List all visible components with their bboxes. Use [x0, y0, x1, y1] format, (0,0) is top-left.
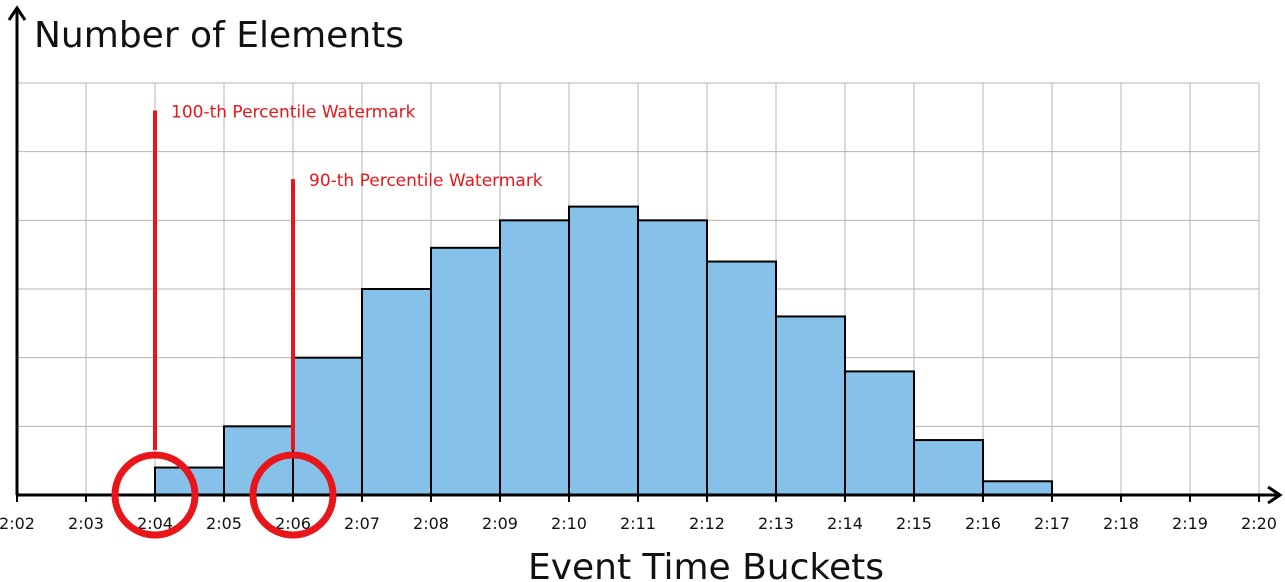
histogram-bar-210: [568, 205, 639, 496]
x-tick-label: 2:05: [206, 514, 242, 533]
x-tick-label: 2:09: [482, 514, 518, 533]
axes: [7, 5, 1283, 505]
histogram-bar-212: [706, 260, 777, 496]
histogram-bar-205: [223, 425, 294, 497]
x-tick-label: 2:17: [1034, 514, 1070, 533]
x-tick-label: 2:10: [551, 514, 587, 533]
histogram-bar-209: [499, 219, 570, 496]
histogram-bar-208: [430, 246, 501, 496]
histogram-bar-207: [361, 288, 432, 496]
watermark-annotations: 100-th Percentile Watermark 90-th Percent…: [111, 102, 543, 539]
histogram-bar-213: [775, 315, 846, 497]
x-tick-labels: 2:02 2:03 2:04 2:05 2:06 2:07 2:08 2:09 2:10 2:11…: [0, 495, 1277, 533]
histogram-bar-216: [982, 480, 1053, 496]
x-tick-label: 2:02: [0, 514, 35, 533]
x-tick-label: 2:14: [827, 514, 863, 533]
x-tick-label: 2:11: [620, 514, 656, 533]
x-axis-arrow-icon: [1267, 485, 1283, 505]
watermark-label: 90-th Percentile Watermark: [309, 171, 543, 191]
histogram-bar-211: [637, 219, 708, 496]
x-tick-label: 2:03: [68, 514, 104, 533]
x-tick-label: 2:04: [137, 514, 173, 533]
x-tick-label: 2:07: [344, 514, 380, 533]
watermark-highlight-circle: [249, 451, 337, 539]
x-tick-label: 2:15: [896, 514, 932, 533]
histogram-bar-215: [913, 439, 984, 497]
y-axis-label: Number of Elements: [34, 15, 404, 56]
watermark-label: 100-th Percentile Watermark: [171, 102, 416, 122]
x-tick-label: 2:18: [1103, 514, 1139, 533]
x-tick-label: 2:06: [275, 514, 311, 533]
x-tick-label: 2:16: [965, 514, 1001, 533]
x-tick-label: 2:13: [758, 514, 794, 533]
histogram-bars: [154, 205, 1053, 497]
x-axis-label: Event Time Buckets: [528, 547, 884, 582]
watermark-highlight-circle: [111, 451, 199, 539]
y-axis-arrow-icon: [7, 5, 27, 21]
x-tick-label: 2:08: [413, 514, 449, 533]
x-tick-label: 2:20: [1241, 514, 1277, 533]
histogram-bar-214: [844, 370, 915, 496]
x-tick-label: 2:19: [1172, 514, 1208, 533]
x-tick-label: 2:12: [689, 514, 725, 533]
